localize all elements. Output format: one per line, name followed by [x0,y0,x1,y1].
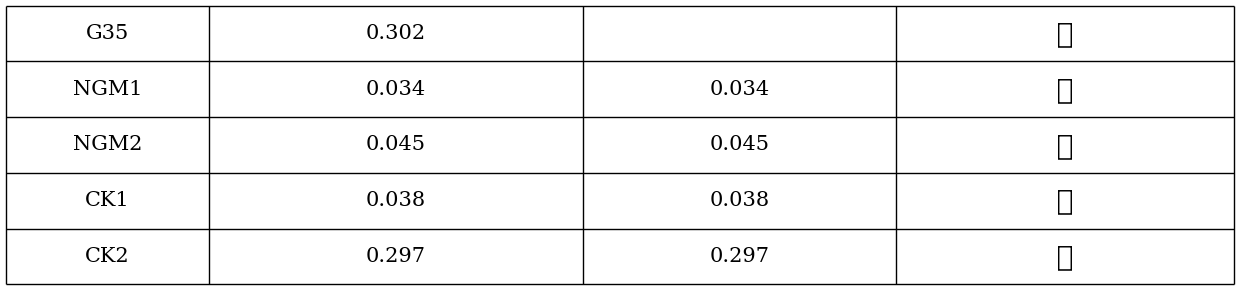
Text: 0.297: 0.297 [709,247,770,266]
Text: NGM2: NGM2 [73,135,143,155]
Text: CK2: CK2 [86,247,130,266]
Text: 0.038: 0.038 [709,191,770,210]
Text: 0.034: 0.034 [709,80,770,99]
Text: 0.302: 0.302 [366,24,427,43]
Text: G35: G35 [86,24,129,43]
Text: 0.038: 0.038 [366,191,427,210]
Text: 0.045: 0.045 [366,135,427,155]
Text: NGM1: NGM1 [73,80,143,99]
Text: 0.045: 0.045 [709,135,770,155]
Text: CK1: CK1 [86,191,130,210]
Text: 0.034: 0.034 [366,80,427,99]
Text: 0.297: 0.297 [366,247,427,266]
